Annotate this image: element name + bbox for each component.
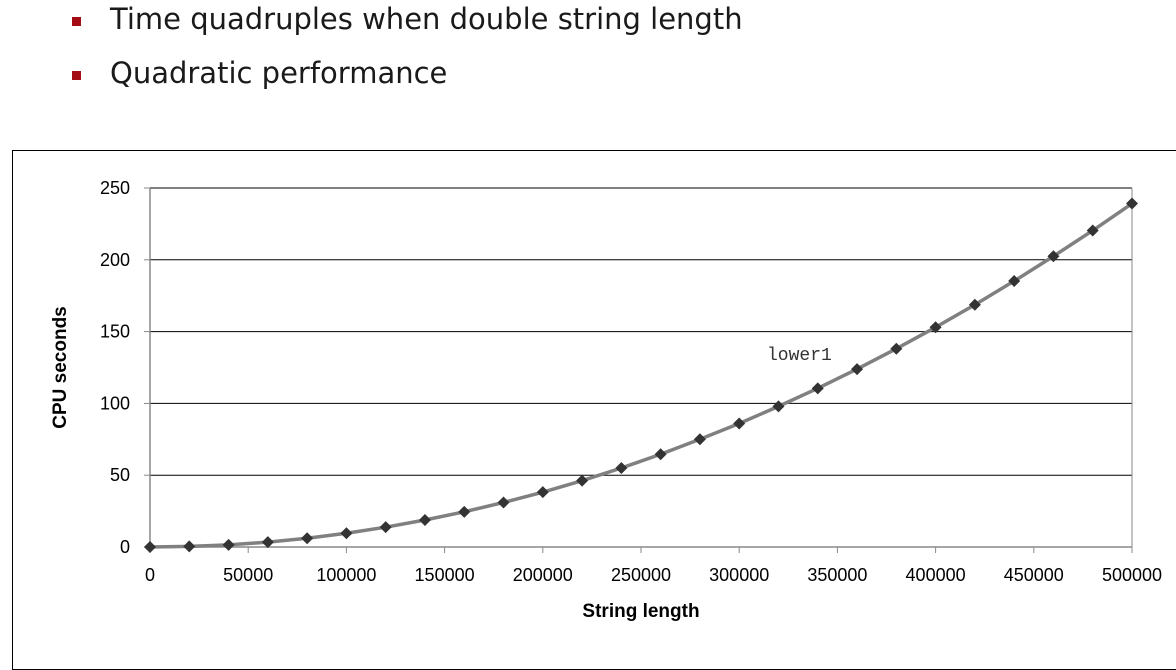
data-point-marker <box>772 400 785 413</box>
x-tick-label: 450000 <box>1004 565 1064 585</box>
data-point-marker <box>183 540 196 553</box>
data-point-marker <box>733 417 746 430</box>
y-tick-label: 100 <box>100 393 130 413</box>
series-annotation: lower1 <box>767 346 832 366</box>
y-tick-label: 200 <box>100 250 130 270</box>
data-point-marker <box>144 541 156 553</box>
x-tick-label: 0 <box>145 565 155 585</box>
data-point-marker <box>222 538 235 551</box>
data-point-marker <box>576 474 589 487</box>
data-point-marker <box>654 448 667 461</box>
data-point-marker <box>1086 224 1099 237</box>
data-point-marker <box>1008 275 1021 288</box>
data-point-marker <box>890 342 903 355</box>
line-chart: 0 50 100 150 200 250 0 50000 100000 150000 200000 2… <box>50 178 1162 622</box>
y-tick-label: 150 <box>100 322 130 342</box>
data-point-marker <box>1126 197 1138 210</box>
data-point-marker <box>301 532 314 545</box>
data-point-marker <box>615 462 628 475</box>
bullet-square-icon <box>72 71 81 80</box>
x-tick-label: 100000 <box>316 565 376 585</box>
x-tick-label: 350000 <box>807 565 867 585</box>
data-point-marker <box>929 321 942 334</box>
data-point-marker <box>1047 250 1060 263</box>
data-point-marker <box>261 536 274 549</box>
x-tick-label: 500000 <box>1102 565 1162 585</box>
data-point-marker <box>811 382 824 395</box>
x-tick-label: 400000 <box>906 565 966 585</box>
data-point-marker <box>968 298 981 311</box>
bullet-text: Quadratic performance <box>110 56 448 90</box>
data-point-marker <box>536 486 549 499</box>
bullet-square-icon <box>72 17 81 26</box>
x-tick-label: 50000 <box>223 565 273 585</box>
x-axis-title: String length <box>582 601 699 622</box>
data-point-marker <box>340 527 353 540</box>
data-point-marker <box>693 433 706 446</box>
data-point-marker <box>418 514 431 527</box>
y-tick-label: 0 <box>120 537 130 557</box>
x-tick-label: 150000 <box>415 565 475 585</box>
data-point-marker <box>851 363 864 376</box>
x-tick-label: 250000 <box>611 565 671 585</box>
x-tick-label: 200000 <box>513 565 573 585</box>
y-tick-label: 50 <box>110 465 130 485</box>
data-point-marker <box>379 521 392 534</box>
y-tick-label: 250 <box>100 178 130 198</box>
data-point-marker <box>458 505 471 518</box>
x-tick-label: 300000 <box>709 565 769 585</box>
data-point-marker <box>497 496 510 509</box>
series-line <box>149 202 1133 549</box>
y-axis-title: CPU seconds <box>50 306 71 428</box>
bullet-text: Time quadruples when double string lengt… <box>110 2 743 36</box>
